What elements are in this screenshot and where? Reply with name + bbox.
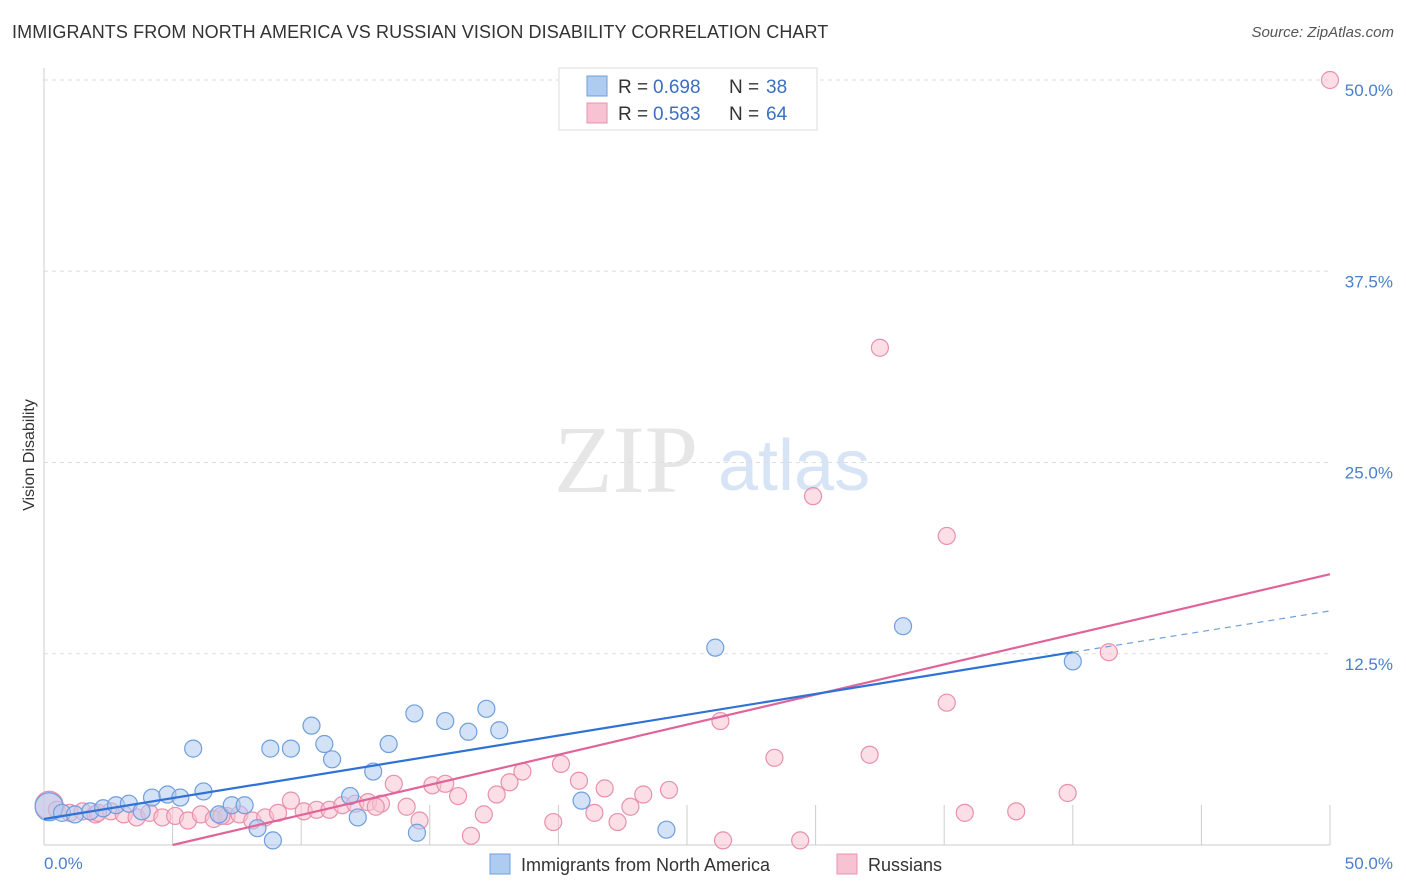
immigrants-point [209,805,228,824]
russians-point [544,812,563,832]
russians-point [955,803,974,822]
immigrants-point [263,831,283,850]
immigrants-point [436,711,455,731]
immigrants-point [281,739,301,758]
legend-r-label-1: R = [618,77,653,98]
legend-r-value-1: 0.698 [653,77,701,98]
russians-point [500,773,519,792]
russians-trend-line [172,573,1331,847]
russians-point [487,785,506,804]
source-credit: Source: ZipAtlas.com [1251,24,1394,41]
immigrants-point [379,734,398,754]
russians-point [803,487,823,506]
russians-point [384,774,403,793]
russians-point [1099,643,1118,662]
russians-point [621,797,640,816]
series-legend-label-immigrants: Immigrants from North America [521,855,771,875]
immigrants-point [322,750,342,769]
immigrants-point [490,721,509,740]
russians-point [870,338,890,357]
russians-point [791,831,810,850]
immigrants-point [302,716,321,735]
y-tick-label: 50.0% [1345,81,1393,100]
russians-point [569,771,589,790]
russians-point [474,805,493,824]
series-legend-swatch-blue [489,853,511,875]
legend-r-value-2: 0.583 [653,104,701,125]
y-tick-label: 37.5% [1345,272,1393,291]
legend-n-label-1: N = [729,77,764,98]
series-legend: Immigrants from North America Russians [489,853,942,875]
legend-swatch-pink [586,102,608,124]
russians-point [1007,802,1026,821]
y-tick-labels: 12.5% 25.0% 37.5% 50.0% [1345,81,1393,674]
russians-point [448,786,468,806]
immigrants-point [405,704,424,723]
russians-point [461,826,481,845]
russians-point [595,779,614,798]
russians-point [1320,70,1340,90]
russians-point [436,774,455,793]
immigrants-point [477,699,496,718]
russians-point [937,693,956,712]
immigrants-point [572,791,591,810]
series-legend-label-russians: Russians [868,855,942,875]
immigrants-point [459,722,478,741]
immigrants-point [261,739,280,758]
immigrants-point [184,739,203,758]
immigrants-point [1063,652,1082,671]
legend-n-value-1: 38 [766,77,787,98]
watermark-zip: ZIP [554,406,698,513]
grid-lines [44,79,1330,655]
russians-point [937,526,956,546]
chart-title: IMMIGRANTS FROM NORTH AMERICA VS RUSSIAN… [12,22,829,42]
y-axis-label: Vision Disability [21,399,38,511]
russians-point [713,831,733,850]
immigrants-point [706,638,725,657]
immigrants-point [248,819,267,838]
legend-n-label-2: N = [729,104,764,125]
x-tick-label-min: 0.0% [44,854,83,873]
correlation-legend: R = 0.698 N = 38 R = 0.583 N = 64 [558,67,818,131]
x-tick-label-max: 50.0% [1345,854,1393,873]
trend-lines [43,573,1331,847]
russians-point [281,791,301,810]
watermark-atlas: atlas [718,426,870,506]
immigrants-trend-line [43,651,1073,821]
russians-point [608,812,627,832]
y-tick-label: 12.5% [1345,655,1393,674]
legend-r-label-2: R = [618,104,653,125]
legend-n-value-2: 64 [766,104,788,125]
russians-point [634,785,653,804]
immigrants-point [315,734,334,754]
immigrants-point [235,796,254,815]
y-tick-label: 25.0% [1345,464,1393,483]
immigrants-point [407,823,427,842]
immigrants-point [893,617,913,636]
immigrants-point [657,820,676,839]
russians-point [551,754,571,774]
russians-point [397,797,416,816]
series-immigrants-points [34,617,1082,850]
immigrants-point [348,808,367,827]
legend-swatch-blue [586,75,608,97]
series-legend-swatch-pink [836,853,858,875]
russians-point [585,803,604,822]
russians-point [860,745,879,764]
russians-point [1058,783,1077,803]
russians-point [659,780,679,800]
russians-point [366,797,385,816]
russians-point [765,748,784,767]
